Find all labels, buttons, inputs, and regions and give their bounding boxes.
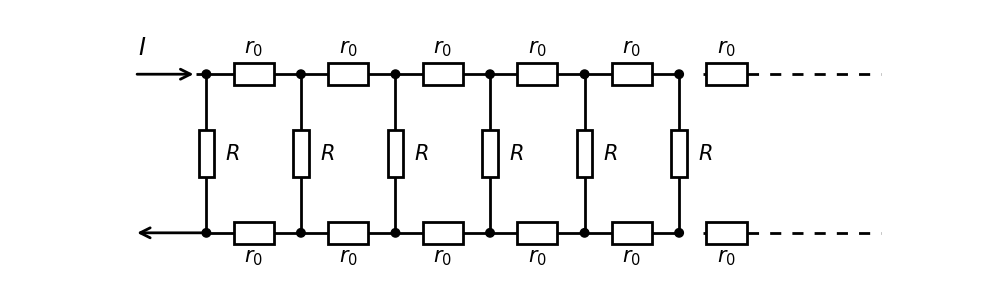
- Text: $r_0$: $r_0$: [339, 248, 358, 268]
- Bar: [293, 130, 309, 178]
- Text: $R$: $R$: [603, 143, 618, 164]
- Bar: [706, 222, 747, 244]
- Text: $r_0$: $r_0$: [433, 248, 452, 268]
- Bar: [328, 64, 368, 85]
- Bar: [234, 64, 274, 85]
- Bar: [517, 222, 557, 244]
- Circle shape: [297, 229, 305, 237]
- Bar: [234, 222, 274, 244]
- Bar: [328, 222, 368, 244]
- Text: $r_0$: $r_0$: [622, 248, 641, 268]
- Bar: [199, 130, 214, 178]
- Text: $r_0$: $r_0$: [528, 39, 547, 59]
- Text: $r_0$: $r_0$: [717, 39, 736, 59]
- Text: $R$: $R$: [320, 143, 334, 164]
- Circle shape: [202, 229, 211, 237]
- Text: $r_0$: $r_0$: [244, 39, 263, 59]
- Text: $r_0$: $r_0$: [528, 248, 547, 268]
- Bar: [423, 222, 463, 244]
- Bar: [706, 64, 747, 85]
- Text: $r_0$: $r_0$: [244, 248, 263, 268]
- Bar: [612, 64, 652, 85]
- Text: $r_0$: $r_0$: [433, 39, 452, 59]
- Bar: [517, 64, 557, 85]
- Text: $r_0$: $r_0$: [717, 248, 736, 268]
- Text: $I$: $I$: [138, 36, 147, 60]
- Circle shape: [391, 70, 400, 78]
- Circle shape: [391, 229, 400, 237]
- Text: $R$: $R$: [225, 143, 240, 164]
- Text: $R$: $R$: [414, 143, 429, 164]
- Circle shape: [202, 70, 211, 78]
- Bar: [482, 130, 498, 178]
- Text: $r_0$: $r_0$: [339, 39, 358, 59]
- Bar: [577, 130, 592, 178]
- Circle shape: [486, 70, 494, 78]
- Text: $R$: $R$: [698, 143, 712, 164]
- Circle shape: [580, 229, 589, 237]
- Circle shape: [675, 70, 683, 78]
- Circle shape: [580, 70, 589, 78]
- Bar: [671, 130, 687, 178]
- Bar: [388, 130, 403, 178]
- Circle shape: [486, 229, 494, 237]
- Text: $R$: $R$: [509, 143, 523, 164]
- Circle shape: [297, 70, 305, 78]
- Bar: [423, 64, 463, 85]
- Circle shape: [675, 229, 683, 237]
- Text: $r_0$: $r_0$: [622, 39, 641, 59]
- Bar: [612, 222, 652, 244]
